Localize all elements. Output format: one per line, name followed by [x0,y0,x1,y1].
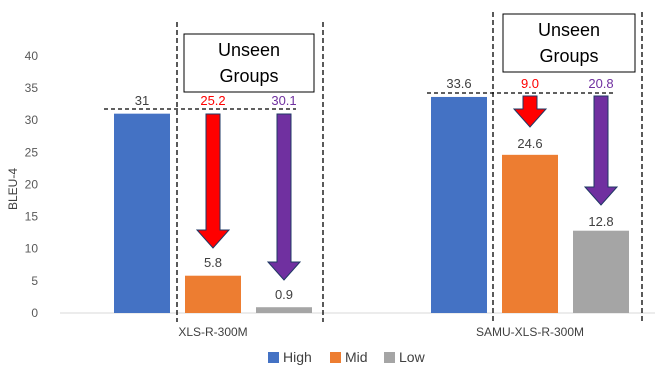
y-axis: 0 5 10 15 20 25 30 35 40 [25,49,39,320]
drop-arrow [583,95,619,206]
unseen-groups-label: Groups [539,46,598,66]
legend-item-high: High [268,349,312,365]
unseen-groups-label: Unseen [218,40,280,60]
data-label: 33.6 [446,76,471,91]
data-label: 5.8 [204,255,222,270]
category-label: XLS-R-300M [178,325,247,339]
bars [114,96,629,314]
drop-label: 20.8 [588,76,613,91]
unseen-groups-label: Unseen [538,20,600,40]
unseen-groups-box: Unseen Groups [183,33,315,93]
annotations: 31 5.8 0.9 33.6 24.6 12.8 Unseen Groups Unseen Gr… [104,12,643,322]
y-tick-label: 10 [25,242,39,256]
drop-label: 25.2 [200,93,225,108]
drop-label: 9.0 [521,76,539,91]
data-label: 24.6 [517,136,542,151]
y-tick-label: 35 [25,81,39,95]
y-axis-label: BLEU-4 [6,168,20,210]
legend-item-mid: Mid [330,349,368,365]
y-tick-label: 5 [31,274,38,288]
legend-swatch [384,352,395,363]
bar-high [114,113,170,313]
category-labels: XLS-R-300M SAMU-XLS-R-300M [178,325,584,339]
y-tick-label: 30 [25,113,39,127]
bar-low [256,307,312,313]
legend-swatch [330,352,341,363]
category-label: SAMU-XLS-R-300M [476,325,584,339]
legend-label: Mid [345,349,368,365]
y-tick-label: 20 [25,177,39,191]
legend-label: High [283,349,312,365]
drop-arrow [266,113,302,281]
data-label: 0.9 [275,287,293,302]
legend: High Mid Low [268,349,426,365]
bar-high [431,96,487,314]
y-tick-label: 0 [31,306,38,320]
legend-item-low: Low [384,349,426,365]
y-tick-label: 40 [25,49,39,63]
bar-low [573,230,629,313]
drop-label: 30.1 [271,93,296,108]
legend-swatch [268,352,279,363]
data-label: 12.8 [588,214,613,229]
unseen-groups-label: Groups [219,66,278,86]
bar-mid [185,275,241,313]
bar-mid [502,154,558,313]
drop-arrow [195,113,231,249]
data-label: 31 [135,93,149,108]
y-tick-label: 15 [25,210,39,224]
unseen-groups-box: Unseen Groups [502,13,636,73]
legend-label: Low [399,349,426,365]
drop-arrow [512,95,548,128]
y-tick-label: 25 [25,145,39,159]
